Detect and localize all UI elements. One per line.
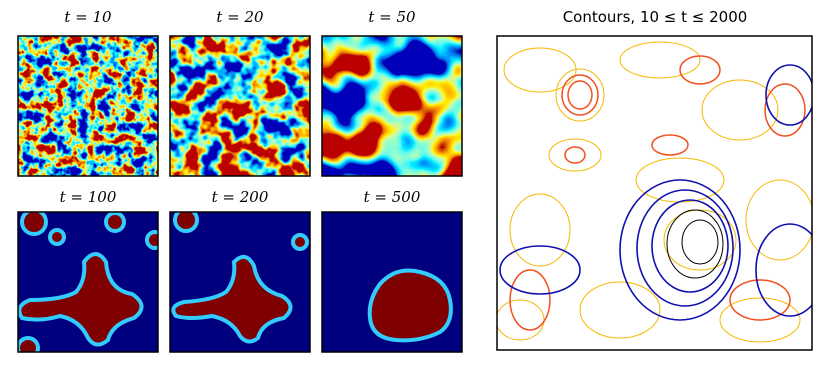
field-image <box>322 212 462 352</box>
panel-title: t = 20 <box>216 8 264 26</box>
panel-frame <box>321 35 463 177</box>
panel-frame <box>17 35 159 177</box>
field-image <box>18 212 158 352</box>
panel-frame <box>169 211 311 353</box>
panel-title: t = 10 <box>64 8 112 26</box>
contour-plot <box>497 36 812 350</box>
panel-frame <box>496 35 813 351</box>
panel-title: t = 200 <box>212 188 269 206</box>
panel-frame <box>321 211 463 353</box>
panel-frame <box>17 211 159 353</box>
panel-frame <box>169 35 311 177</box>
blob <box>367 268 453 343</box>
panel-title: t = 50 <box>368 8 416 26</box>
field-image <box>170 36 310 176</box>
contours-title: Contours, 10 ≤ t ≤ 2000 <box>563 8 748 26</box>
field-image <box>322 36 462 176</box>
panel-title: t = 500 <box>364 188 421 206</box>
field-image <box>170 212 310 352</box>
field-image <box>18 36 158 176</box>
panel-title: t = 100 <box>60 188 117 206</box>
